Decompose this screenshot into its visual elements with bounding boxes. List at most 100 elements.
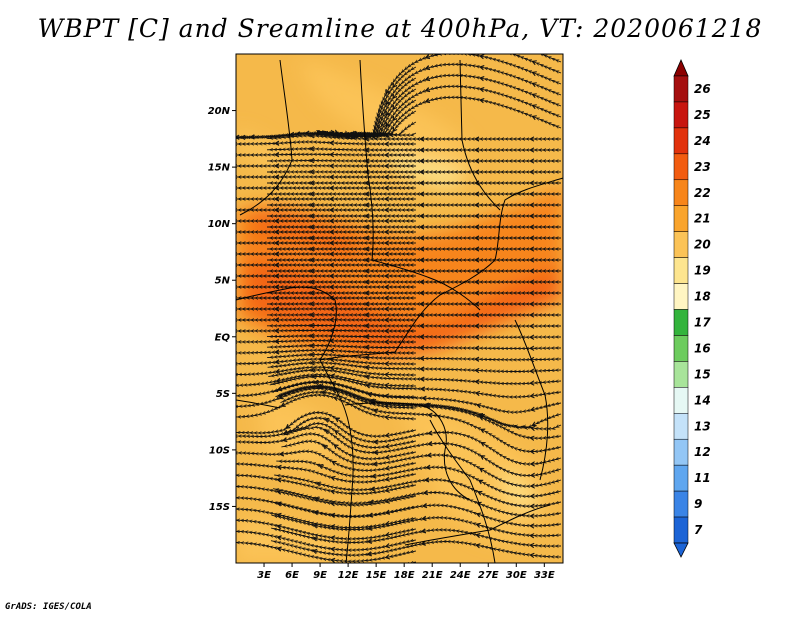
streamline-arrow (273, 338, 280, 345)
streamline-arrow (372, 408, 378, 414)
streamline-arrow (392, 82, 398, 89)
streamline-arrow (363, 323, 370, 329)
streamline-arrow (328, 251, 335, 257)
streamline-arrow (278, 394, 284, 400)
colorbar-label: 23 (694, 160, 711, 174)
streamline-arrow (426, 452, 432, 458)
streamline-arrow (363, 290, 370, 296)
streamline-arrow (419, 366, 425, 372)
streamline-arrow (276, 501, 282, 507)
streamline-arrow (273, 328, 280, 334)
streamline-arrow (334, 430, 340, 435)
streamline-arrow (531, 60, 537, 66)
streamline-arrow (308, 322, 315, 329)
streamline-arrow (312, 523, 318, 529)
streamline-arrow (528, 235, 535, 241)
streamline-arrow (477, 479, 484, 485)
streamline (267, 326, 561, 327)
streamline-arrow (478, 54, 485, 60)
streamline-arrow (531, 93, 537, 99)
streamline-arrow (418, 136, 425, 142)
streamline-arrow (473, 290, 480, 296)
streamline (270, 541, 562, 557)
colorbar-swatch (673, 231, 689, 258)
streamline-arrow (392, 115, 398, 122)
streamline-arrow (366, 525, 373, 531)
colorbar-swatch (673, 205, 689, 232)
streamline-arrow (313, 379, 319, 385)
streamline-arrow (249, 134, 255, 140)
streamline-arrow (475, 512, 482, 518)
streamline-arrow (418, 235, 425, 241)
streamline-arrow (473, 279, 480, 285)
lon-tick-label: 21E (422, 570, 443, 581)
streamline-arrow (308, 202, 315, 208)
streamline-arrow (479, 455, 486, 460)
streamline-arrow (473, 224, 480, 230)
streamline-arrow (328, 207, 335, 213)
streamline-arrow (528, 169, 535, 175)
colorbar-swatch (673, 413, 689, 440)
streamline-arrow (276, 512, 282, 518)
lon-tick-label: 15E (366, 570, 387, 581)
grads-credit: GrADS: IGES/COLA (5, 602, 92, 612)
streamline-arrow (529, 380, 535, 386)
streamline-arrow (364, 374, 370, 380)
lon-tick-label: 12E (338, 570, 359, 581)
streamline-arrow (384, 554, 391, 560)
streamline-arrow (273, 174, 280, 180)
streamline-arrow (392, 93, 398, 100)
streamline-arrow (528, 323, 535, 329)
colorbar-label: 15 (694, 367, 711, 381)
streamline-arrow (475, 522, 481, 528)
streamline-arrow (528, 334, 535, 340)
streamline-arrow (418, 279, 425, 285)
streamline-arrow (383, 207, 390, 213)
streamline-arrow (418, 345, 425, 351)
lon-tick-label: 18E (394, 570, 415, 581)
streamline-arrow (424, 54, 431, 60)
streamline-arrow (365, 383, 371, 389)
colorbar-label: 13 (694, 419, 711, 433)
streamline-arrow (424, 98, 431, 104)
streamline-arrow (475, 403, 482, 409)
streamline-arrow (273, 251, 280, 257)
streamline-arrow (312, 536, 318, 542)
streamline-arrow (363, 279, 370, 285)
streamline-arrow (383, 185, 390, 191)
streamline-arrow (328, 317, 335, 323)
streamline-arrow (372, 461, 378, 467)
streamline-arrow (315, 481, 321, 487)
streamline-arrow (329, 535, 336, 541)
colorbar-swatch (673, 464, 689, 492)
lon-tick-label: 24E (450, 570, 471, 581)
streamline-arrow (474, 367, 480, 374)
streamline-arrow (280, 402, 286, 407)
streamline-arrow (273, 140, 280, 146)
streamline-arrow (418, 268, 425, 274)
streamline-arrow (478, 65, 485, 71)
streamline-arrow (529, 503, 535, 509)
streamline-arrow (276, 546, 282, 552)
streamline-arrow (528, 246, 535, 252)
streamline-arrow (304, 130, 310, 136)
streamline-arrow (317, 129, 324, 136)
streamline-arrow (273, 240, 280, 246)
streamline-arrow (281, 437, 288, 443)
streamline-arrow (385, 111, 391, 117)
streamline-arrow (370, 133, 377, 140)
streamline-arrow (383, 414, 390, 421)
streamline-arrow (383, 361, 390, 367)
streamline-arrow (276, 464, 282, 470)
streamline-arrow (427, 441, 433, 447)
streamline-arrow (383, 152, 390, 158)
streamline-arrow (418, 147, 425, 153)
streamline-arrow (473, 312, 480, 318)
streamline-arrow (308, 333, 315, 339)
streamline-arrow (308, 257, 315, 263)
streamline-arrow (384, 543, 391, 549)
colorbar-upper-arrow (673, 59, 689, 77)
lat-tick-label: EQ (215, 332, 231, 343)
streamline-arrow (282, 430, 288, 436)
streamline-arrow (273, 273, 280, 279)
